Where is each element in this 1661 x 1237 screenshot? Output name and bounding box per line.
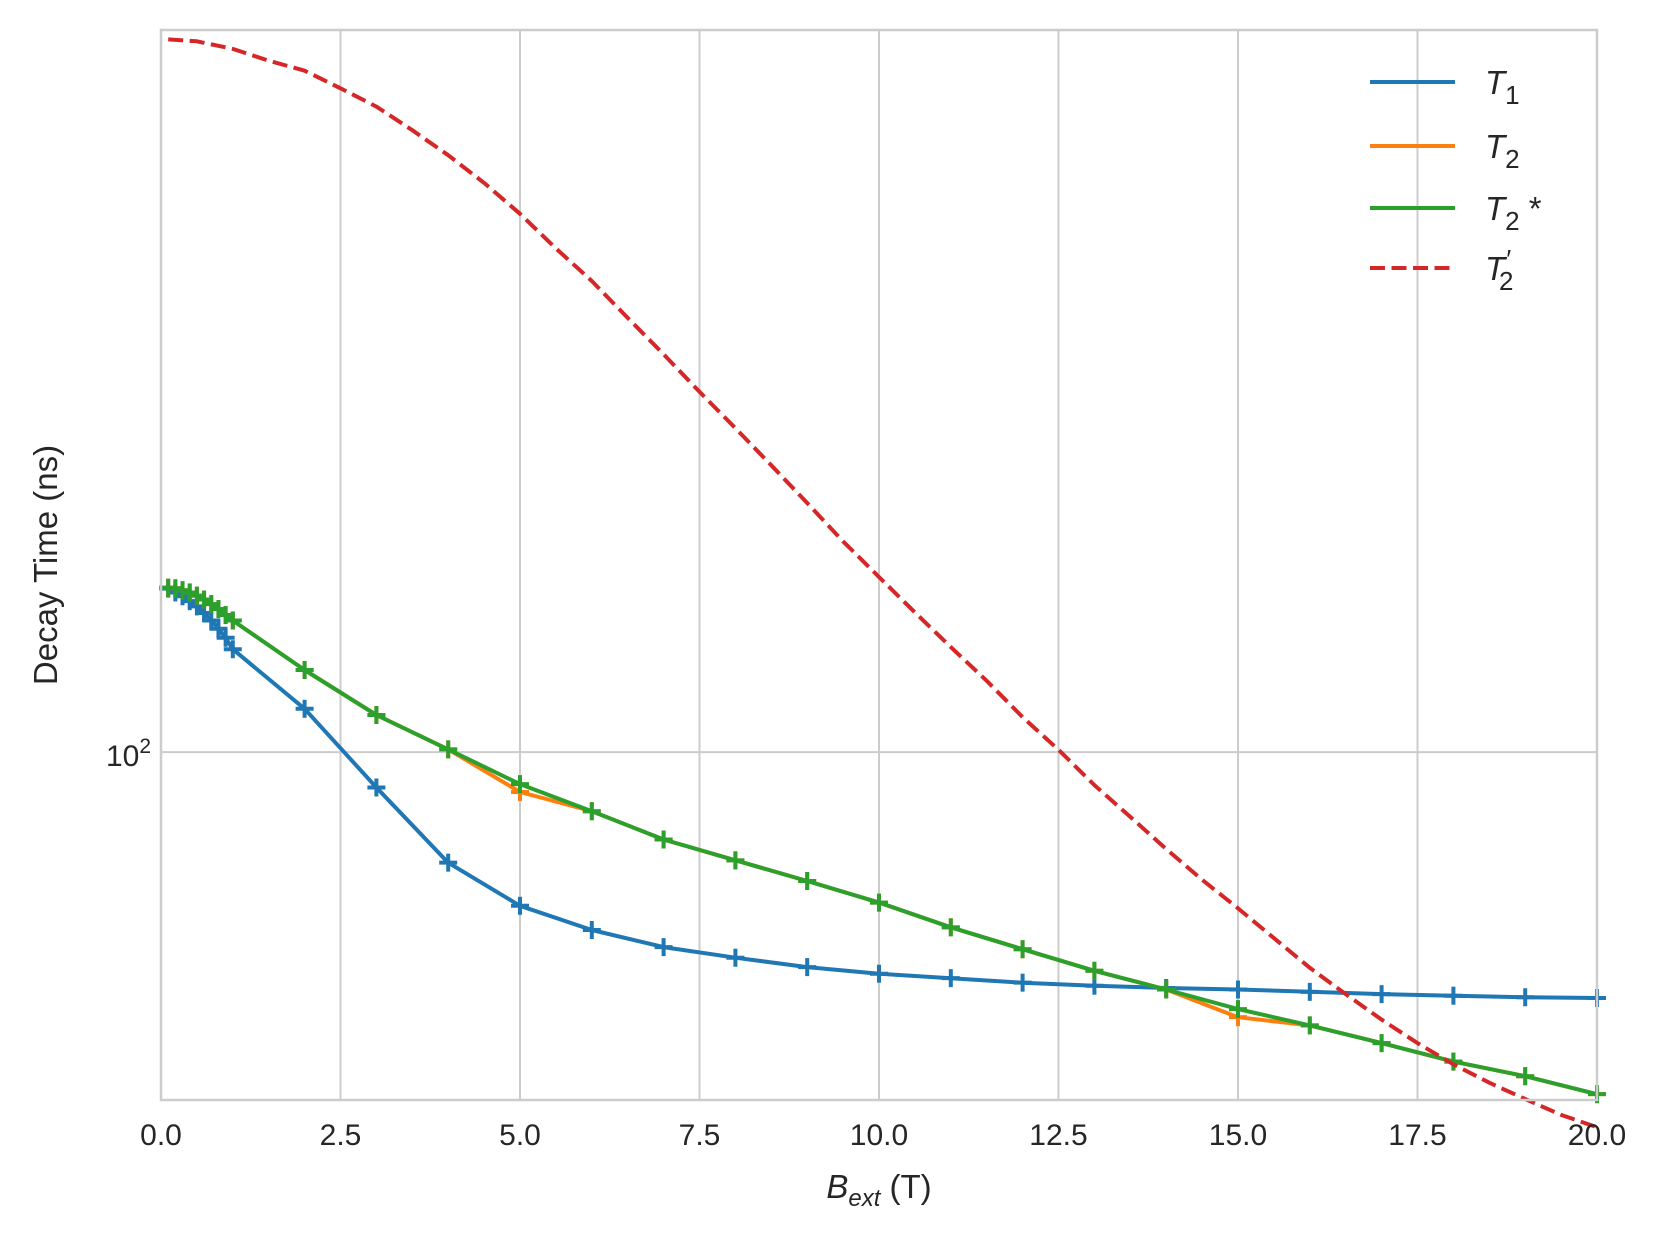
data-point-marker bbox=[1516, 988, 1535, 1007]
series-layer bbox=[159, 37, 1606, 1130]
legend: T1 T2 T2 * T′ 2 bbox=[1370, 64, 1542, 296]
data-point-marker bbox=[223, 640, 242, 659]
data-point-marker bbox=[1516, 1067, 1535, 1086]
data-point-marker bbox=[870, 964, 888, 983]
data-point-marker bbox=[1013, 940, 1032, 959]
legend-label: T′ 2 bbox=[1485, 244, 1514, 296]
data-point-marker bbox=[1300, 982, 1319, 1001]
data-point-marker bbox=[941, 969, 960, 988]
plot-frame bbox=[159, 28, 1599, 1102]
tick-labels: 0.0 2.5 5.0 7.5 10.0 12.5 15.0 17.5 20.0 102 bbox=[106, 735, 1626, 1152]
x-tick-label: 0.0 bbox=[140, 1119, 182, 1152]
data-point-marker bbox=[367, 778, 386, 797]
data-point-marker bbox=[439, 740, 458, 759]
series-3 bbox=[159, 578, 1606, 1104]
legend-item-4: T′ 2 bbox=[1370, 244, 1514, 296]
data-point-marker bbox=[870, 893, 888, 912]
data-point-marker bbox=[1085, 961, 1104, 980]
data-point-marker bbox=[216, 628, 235, 647]
data-point-marker bbox=[209, 619, 228, 638]
data-point-marker bbox=[798, 871, 817, 890]
legend-item-2: T2 bbox=[1370, 128, 1520, 174]
series-4 bbox=[168, 37, 1598, 1130]
x-axis-label: Bext (T) bbox=[826, 1168, 931, 1212]
data-point-marker bbox=[367, 706, 386, 725]
data-point-marker bbox=[1229, 980, 1247, 999]
x-tick-label: 15.0 bbox=[1209, 1119, 1267, 1152]
data-point-marker bbox=[511, 896, 529, 915]
data-point-marker bbox=[295, 699, 314, 718]
data-point-marker bbox=[223, 611, 242, 630]
x-tick-label: 2.5 bbox=[320, 1119, 362, 1152]
y-axis-label: Decay Time (ns) bbox=[27, 445, 64, 685]
legend-label: T2 * bbox=[1485, 190, 1542, 236]
data-point-marker bbox=[582, 920, 601, 939]
x-tick-label: 7.5 bbox=[679, 1119, 721, 1152]
data-point-marker bbox=[1300, 1016, 1319, 1035]
data-point-marker bbox=[1444, 986, 1463, 1005]
x-tick-label: 20.0 bbox=[1568, 1119, 1626, 1152]
data-point-marker bbox=[726, 851, 745, 870]
data-point-marker bbox=[1372, 1034, 1391, 1053]
data-point-marker bbox=[941, 918, 960, 937]
data-point-marker bbox=[439, 853, 458, 872]
legend-label: T2 bbox=[1485, 128, 1520, 174]
x-tick-label: 5.0 bbox=[499, 1119, 541, 1152]
x-tick-label: 17.5 bbox=[1388, 1119, 1446, 1152]
legend-label: T1 bbox=[1485, 64, 1520, 110]
data-point-marker bbox=[295, 661, 314, 680]
grid-lines bbox=[161, 30, 1597, 1100]
data-point-marker bbox=[1372, 985, 1391, 1004]
data-point-marker bbox=[1229, 1000, 1247, 1019]
data-point-marker bbox=[654, 830, 673, 849]
x-tick-label: 10.0 bbox=[850, 1119, 908, 1152]
data-point-marker bbox=[582, 802, 601, 821]
series-line bbox=[168, 37, 1598, 1130]
data-point-marker bbox=[726, 948, 745, 967]
data-point-marker bbox=[1157, 980, 1176, 999]
data-point-marker bbox=[1013, 973, 1032, 992]
data-point-marker bbox=[798, 958, 817, 977]
data-point-marker bbox=[511, 775, 529, 794]
data-point-marker bbox=[654, 938, 673, 957]
legend-item-3: T2 * bbox=[1370, 190, 1542, 236]
y-tick-label: 102 bbox=[106, 735, 151, 773]
legend-item-1: T1 bbox=[1370, 64, 1520, 110]
x-tick-label: 12.5 bbox=[1029, 1119, 1087, 1152]
